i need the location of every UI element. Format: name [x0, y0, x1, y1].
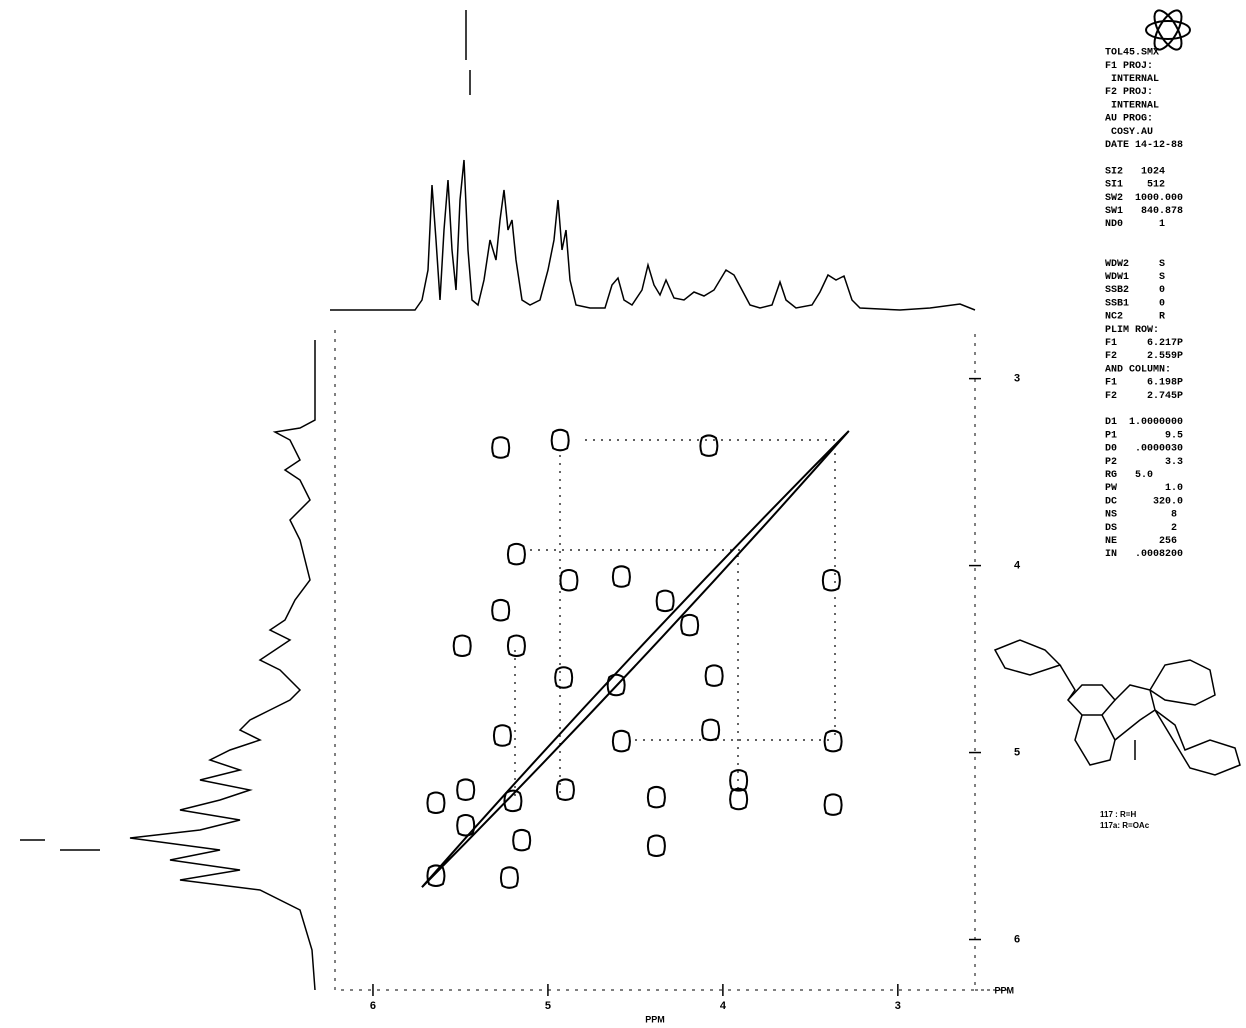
left-projection [129, 340, 316, 991]
cross-peak [729, 769, 749, 792]
cross-peak [452, 634, 472, 657]
parameter-line: INTERNAL [1105, 100, 1159, 111]
parameter-line: NE 256 [1105, 536, 1177, 547]
y-tick-label: 6 [1014, 933, 1020, 945]
x-axis-label: PPM [994, 985, 1014, 995]
cross-peak [491, 598, 511, 622]
parameter-line: F1 PROJ: [1105, 61, 1153, 72]
x-axis-label: PPM [645, 1014, 665, 1024]
x-tick-label: 4 [720, 1000, 727, 1012]
cross-peak [506, 542, 526, 566]
cross-peak [611, 729, 631, 753]
cross-peak [491, 436, 511, 459]
parameter-line: P1 9.5 [1105, 430, 1183, 441]
cross-peak [611, 565, 631, 588]
cross-peak [559, 569, 579, 592]
parameter-line: D0 .0000030 [1105, 444, 1183, 455]
cross-peak [426, 864, 446, 887]
compound-label: 117a: R=OAc [1100, 821, 1150, 830]
cross-peak [655, 589, 675, 613]
cross-peak [456, 813, 476, 837]
parameter-line: SI1 512 [1105, 180, 1165, 191]
cross-peak [456, 778, 476, 801]
cross-peak [426, 791, 446, 815]
cross-peak [699, 434, 719, 457]
x-tick-label: 5 [545, 1000, 551, 1012]
cross-peak [680, 613, 700, 637]
cross-peak [606, 673, 626, 697]
parameter-line: SSB1 0 [1105, 298, 1165, 309]
top-projection [330, 159, 976, 311]
cross-peak [704, 664, 724, 687]
parameter-line: SW1 840.878 [1105, 206, 1183, 217]
parameter-line: SI2 1024 [1105, 166, 1165, 177]
parameter-line: F2 2.745P [1105, 391, 1183, 402]
parameter-line: DATE 14-12-88 [1105, 140, 1183, 151]
parameter-line: SSB2 0 [1105, 285, 1165, 296]
molecule [993, 639, 1241, 776]
parameter-line: DC 320.0 [1105, 496, 1183, 507]
logo [1145, 9, 1191, 51]
parameter-line: F2 2.559P [1105, 351, 1183, 362]
x-tick-label: 6 [370, 1000, 376, 1012]
y-tick-label: 3 [1014, 373, 1020, 385]
parameter-line: SW2 1000.000 [1105, 193, 1183, 204]
parameter-line: WDW2 S [1105, 259, 1165, 270]
parameter-line: DS 2 [1105, 523, 1177, 534]
diagonal [421, 430, 850, 888]
parameter-line: WDW1 S [1105, 272, 1165, 283]
parameter-line: PW 1.0 [1105, 483, 1183, 494]
cross-peak [729, 787, 749, 811]
cross-peak [701, 718, 721, 742]
parameter-line: D1 1.0000000 [1105, 417, 1183, 428]
cross-peak [550, 428, 570, 452]
parameter-line: ND0 1 [1105, 219, 1165, 230]
y-tick-label: 4 [1014, 559, 1021, 571]
parameter-line: RG 5.0 [1105, 470, 1153, 481]
y-tick-label: 5 [1014, 746, 1020, 758]
cross-peak [646, 785, 666, 809]
parameter-line: AU PROG: [1105, 114, 1153, 125]
cross-peak [499, 866, 519, 889]
parameter-line: INTERNAL [1105, 74, 1159, 85]
parameter-line: NS 8 [1105, 510, 1177, 521]
cross-peak [555, 778, 575, 801]
cross-peak [512, 828, 532, 852]
cross-peak [492, 724, 512, 747]
parameter-line: F2 PROJ: [1105, 87, 1153, 98]
plot-frame [334, 330, 976, 991]
cross-peak [554, 666, 574, 689]
cross-peak [646, 834, 666, 858]
connection-lines [514, 439, 836, 800]
parameter-line: IN .0008200 [1105, 549, 1183, 560]
parameter-line: F1 6.198P [1105, 378, 1183, 389]
parameter-line: NC2 R [1105, 312, 1165, 323]
parameter-line: PLIM ROW: [1105, 325, 1159, 336]
parameter-line: COSY.AU [1105, 127, 1153, 138]
parameter-line: TOL45.SMX [1105, 48, 1159, 59]
compound-label: 117 : R=H [1100, 810, 1136, 819]
parameter-line: P2 3.3 [1105, 457, 1183, 468]
cross-peak [823, 793, 843, 816]
parameter-line: F1 6.217P [1105, 338, 1183, 349]
x-tick-label: 3 [895, 1000, 901, 1012]
parameter-line: AND COLUMN: [1105, 364, 1171, 375]
cross-peak [821, 569, 841, 592]
cross-peak [506, 634, 526, 657]
cross-peak [823, 729, 843, 753]
